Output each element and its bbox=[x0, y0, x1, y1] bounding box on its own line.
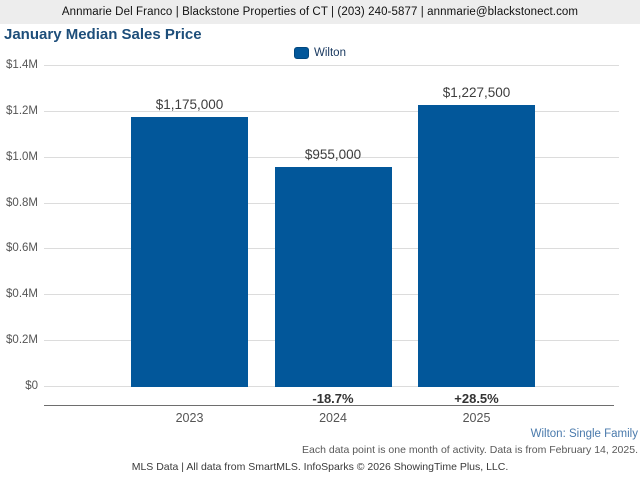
bar-2023[interactable] bbox=[131, 116, 248, 387]
legend: Wilton bbox=[0, 45, 640, 60]
bar-2024[interactable] bbox=[274, 167, 392, 387]
agent-header-bar: Annmarie Del Franco | Blackstone Propert… bbox=[0, 0, 640, 24]
y-axis-tick-label: $1.2M bbox=[6, 104, 38, 117]
gridline bbox=[44, 65, 619, 66]
bar-value-label: $1,175,000 bbox=[155, 96, 224, 112]
y-axis-tick-label: $1.4M bbox=[6, 59, 38, 71]
y-axis-tick-label: $0.8M bbox=[6, 196, 38, 209]
x-axis-category-label: 2024 bbox=[319, 411, 347, 425]
y-axis-tick-label: $0.6M bbox=[6, 242, 38, 255]
data-freshness-note: Each data point is one month of activity… bbox=[302, 444, 638, 456]
legend-swatch-wilton[interactable] bbox=[294, 46, 310, 59]
y-axis-tick-label: $1.0M bbox=[6, 150, 38, 163]
legend-label-wilton[interactable]: Wilton bbox=[314, 46, 346, 59]
bar-value-label: $1,227,500 bbox=[442, 84, 511, 100]
y-axis-tick-label: $0.4M bbox=[6, 288, 38, 301]
bar-value-label: $955,000 bbox=[304, 147, 362, 163]
agent-contact-line: Annmarie Del Franco | Blackstone Propert… bbox=[61, 6, 579, 18]
mls-attribution-line: MLS Data | All data from SmartMLS. InfoS… bbox=[131, 461, 509, 473]
gridline bbox=[44, 156, 619, 158]
gridline bbox=[44, 110, 619, 112]
page-title: January Median Sales Price bbox=[4, 26, 202, 43]
y-axis-tick-label: $0.2M bbox=[6, 334, 38, 347]
x-axis-category-label: 2023 bbox=[175, 411, 204, 425]
y-axis-tick-label: $0 bbox=[25, 380, 38, 392]
context-filter-link[interactable]: Wilton: Single Family bbox=[530, 428, 638, 440]
pct-change-label: -18.7% bbox=[312, 391, 354, 406]
pct-change-label: +28.5% bbox=[454, 391, 499, 406]
x-axis-line bbox=[44, 405, 614, 406]
bar-2025[interactable] bbox=[418, 104, 535, 387]
x-axis-category-label: 2025 bbox=[462, 411, 491, 425]
